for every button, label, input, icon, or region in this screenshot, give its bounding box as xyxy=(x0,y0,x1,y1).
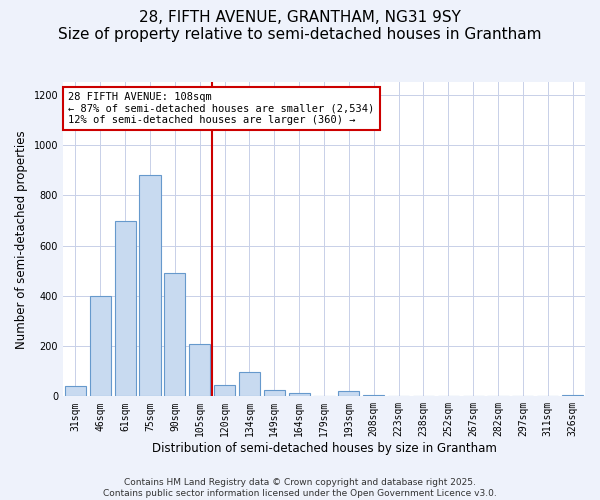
Bar xyxy=(363,395,384,396)
Bar xyxy=(338,392,359,396)
Bar xyxy=(164,274,185,396)
Bar xyxy=(214,385,235,396)
Bar xyxy=(139,176,161,396)
Text: Contains HM Land Registry data © Crown copyright and database right 2025.
Contai: Contains HM Land Registry data © Crown c… xyxy=(103,478,497,498)
Bar xyxy=(289,392,310,396)
Bar xyxy=(90,296,111,396)
Bar xyxy=(115,220,136,396)
Bar xyxy=(239,372,260,396)
Bar xyxy=(65,386,86,396)
Text: 28, FIFTH AVENUE, GRANTHAM, NG31 9SY
Size of property relative to semi-detached : 28, FIFTH AVENUE, GRANTHAM, NG31 9SY Siz… xyxy=(58,10,542,42)
Y-axis label: Number of semi-detached properties: Number of semi-detached properties xyxy=(15,130,28,348)
Bar xyxy=(264,390,285,396)
Bar xyxy=(189,344,211,396)
X-axis label: Distribution of semi-detached houses by size in Grantham: Distribution of semi-detached houses by … xyxy=(152,442,496,455)
Bar xyxy=(562,395,583,396)
Text: 28 FIFTH AVENUE: 108sqm
← 87% of semi-detached houses are smaller (2,534)
12% of: 28 FIFTH AVENUE: 108sqm ← 87% of semi-de… xyxy=(68,92,374,125)
